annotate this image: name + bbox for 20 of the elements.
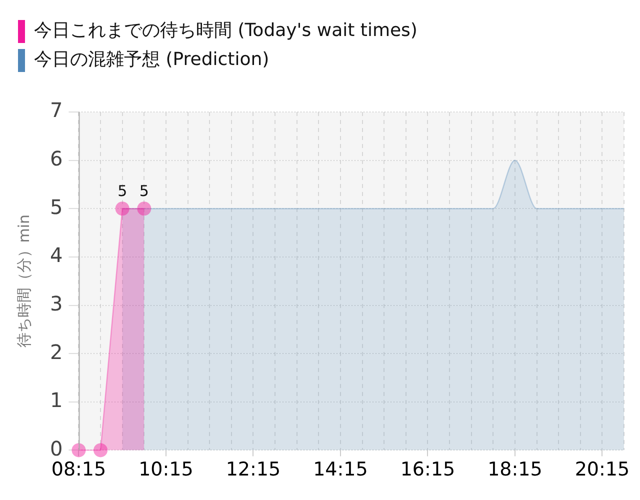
y-tick-label: 6 <box>50 146 63 171</box>
x-tick-label: 16:15 <box>400 458 456 481</box>
x-tick-label: 10:15 <box>138 458 194 481</box>
legend-label: 今日の混雑予想 (Prediction) <box>34 49 270 70</box>
y-tick-label: 4 <box>50 243 63 268</box>
y-tick-label: 5 <box>50 194 63 219</box>
y-tick-label: 1 <box>50 388 63 412</box>
data-label: 5 <box>118 182 128 200</box>
legend-label: 今日これまでの待ち時間 (Today's wait times) <box>34 20 418 42</box>
data-label: 5 <box>139 182 149 200</box>
x-tick-label: 20:15 <box>574 458 630 481</box>
y-tick-label: 2 <box>50 340 63 364</box>
x-tick-label: 18:15 <box>488 458 542 481</box>
y-axis-title: 待ち時間（分）min <box>14 214 33 348</box>
y-tick-label: 0 <box>50 436 63 460</box>
x-tick-label: 14:15 <box>313 458 368 481</box>
x-tick-label: 12:15 <box>226 458 281 481</box>
y-tick-label: 3 <box>50 291 63 316</box>
x-tick-label: 08:15 <box>51 458 106 481</box>
y-tick-label: 7 <box>50 98 63 122</box>
